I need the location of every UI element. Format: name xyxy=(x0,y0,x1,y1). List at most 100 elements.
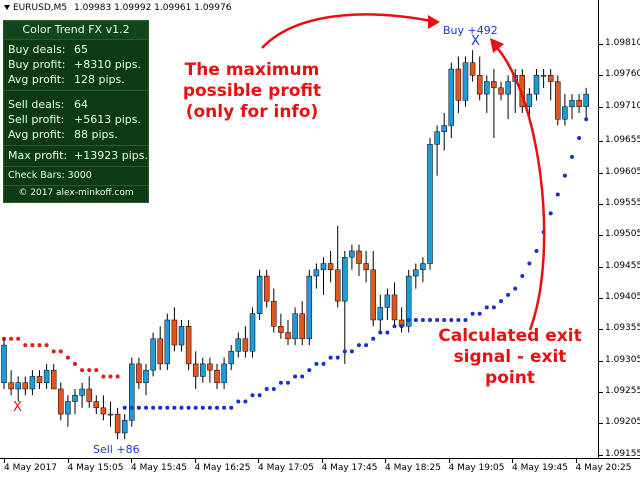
buy-profit-value: +8310 pips. xyxy=(74,58,141,71)
candle-body xyxy=(420,263,426,271)
candlestick-chart xyxy=(1,13,589,440)
trailing-stop-dot-blue xyxy=(328,355,333,360)
candle-body xyxy=(285,332,291,340)
trailing-stop-dot-blue xyxy=(463,317,468,322)
trailing-stop-dot-blue xyxy=(151,405,156,410)
trailing-stop-dot-blue xyxy=(243,399,248,404)
chart-symbol-name: EURUSD,M5 xyxy=(13,3,68,13)
trailing-stop-dot-blue xyxy=(264,386,269,391)
candle-body xyxy=(505,81,511,95)
candle-body xyxy=(107,413,114,416)
candle-body xyxy=(164,319,171,365)
panel-title: Color Trend FX v1.2 xyxy=(4,21,148,40)
price-tick-mark xyxy=(599,423,603,425)
trailing-stop-dot-blue xyxy=(215,405,219,410)
candle-body xyxy=(50,369,57,390)
candle-body xyxy=(327,263,334,271)
candle-body xyxy=(278,325,284,333)
price-tick-label: 1.09760 xyxy=(605,69,640,80)
exit-signal-arrow xyxy=(491,41,546,331)
trailing-stop-dot-red xyxy=(80,368,85,373)
trailing-stop-dot-blue xyxy=(435,317,440,322)
trailing-stop-dot-blue xyxy=(229,405,234,410)
trailing-stop-dot-red xyxy=(115,374,120,379)
price-tick-mark xyxy=(599,141,603,143)
trailing-stop-dot-red xyxy=(30,343,35,348)
trailing-stop-dot-blue xyxy=(257,393,262,398)
trailing-stop-dot-blue xyxy=(371,336,376,341)
trailing-stop-dot-blue xyxy=(321,361,326,366)
candle-body xyxy=(79,388,85,396)
max-profit-arrowhead xyxy=(428,15,440,29)
trailing-stop-dot-red xyxy=(58,349,63,354)
candle-body xyxy=(86,388,92,402)
trailing-stop-dot-blue xyxy=(122,405,127,410)
candle-body xyxy=(72,395,78,402)
dropdown-triangle-icon xyxy=(4,5,10,10)
indicator-panel: Color Trend FX v1.2 Buy deals: 65 Buy pro… xyxy=(3,20,149,203)
candle-body xyxy=(150,338,156,371)
max-profit-line-3: (only for info) xyxy=(185,102,319,122)
trailing-stop-dot-red xyxy=(108,374,113,379)
trailing-stop-dot-red xyxy=(65,355,70,360)
price-tick-mark xyxy=(599,75,603,77)
price-axis[interactable]: 1.09810 1.09760 1.09710 1.09655 1.09605 1.095… xyxy=(598,0,640,459)
candle-body xyxy=(221,363,227,383)
candle-body xyxy=(377,307,384,321)
candle-body xyxy=(533,75,540,95)
trailing-stop-dot-blue xyxy=(136,405,141,410)
exit-signal-annotation: Calculated exit signal - exit point xyxy=(420,326,600,389)
max-section: Max profit: +13923 pips. xyxy=(4,146,148,167)
candle-body xyxy=(576,100,582,107)
candle-body xyxy=(171,319,178,346)
trailing-stop-dot-blue xyxy=(186,405,191,410)
time-tick-mark xyxy=(67,459,69,463)
trailing-stop-dot-red xyxy=(101,374,106,379)
time-tick-mark xyxy=(131,459,132,463)
trailing-stop-dot-blue xyxy=(484,305,489,310)
max-profit-arrow xyxy=(261,13,437,49)
time-tick-label: 4 May 17:45 xyxy=(321,463,378,473)
max-profit-line-1: The maximum xyxy=(184,60,320,80)
candle-body xyxy=(583,93,589,107)
trailing-stop-dot-red xyxy=(23,343,28,348)
sell-profit-value: +5613 pips. xyxy=(74,113,141,126)
trailing-stop-dot-blue xyxy=(420,317,425,322)
price-tick-label: 1.09205 xyxy=(605,417,640,428)
price-tick-label: 1.09405 xyxy=(605,292,640,302)
time-tick-mark xyxy=(385,459,386,463)
time-axis[interactable]: 4 May 2017 4 May 15:05 4 May 15:45 4 May 16… xyxy=(0,458,640,481)
candle-body xyxy=(540,75,547,77)
trailing-stop-dot-blue xyxy=(534,248,539,253)
price-tick-label: 1.09505 xyxy=(605,229,640,240)
candle-body xyxy=(292,313,298,340)
trailing-stop-dot-blue xyxy=(193,405,198,410)
candle-body xyxy=(299,313,305,340)
candle-body xyxy=(370,269,376,321)
trailing-stop-dot-blue xyxy=(349,349,354,354)
trailing-stop-dot-blue xyxy=(392,324,397,329)
trailing-stop-dot-blue xyxy=(207,405,212,410)
candle-body xyxy=(334,269,341,302)
trailing-stop-dot-blue xyxy=(300,374,305,379)
candle-body xyxy=(413,269,419,277)
buy-avg-value: 128 pips. xyxy=(74,73,125,86)
sell-deals-value: 64 xyxy=(74,98,88,111)
trailing-stop-dot-red xyxy=(87,368,92,373)
exit-signal-line-2: signal - exit xyxy=(453,347,567,367)
trailing-stop-dot-red xyxy=(37,343,42,348)
candle-body xyxy=(469,62,476,76)
candle-body xyxy=(306,275,313,340)
candle-body xyxy=(569,100,575,107)
max-profit-row: Max profit: +13923 pips. xyxy=(4,148,148,163)
max-profit-annotation: The maximum possible profit (only for in… xyxy=(172,60,332,123)
max-profit-label: Max profit: xyxy=(8,149,68,162)
time-tick-label: 4 May 15:45 xyxy=(131,463,187,473)
candle-body xyxy=(136,363,142,383)
time-tick-mark xyxy=(4,459,5,463)
time-tick-mark xyxy=(512,459,513,463)
candle-body xyxy=(363,263,369,271)
exit-signal-arrowhead xyxy=(490,38,504,53)
candle-body xyxy=(391,294,398,321)
